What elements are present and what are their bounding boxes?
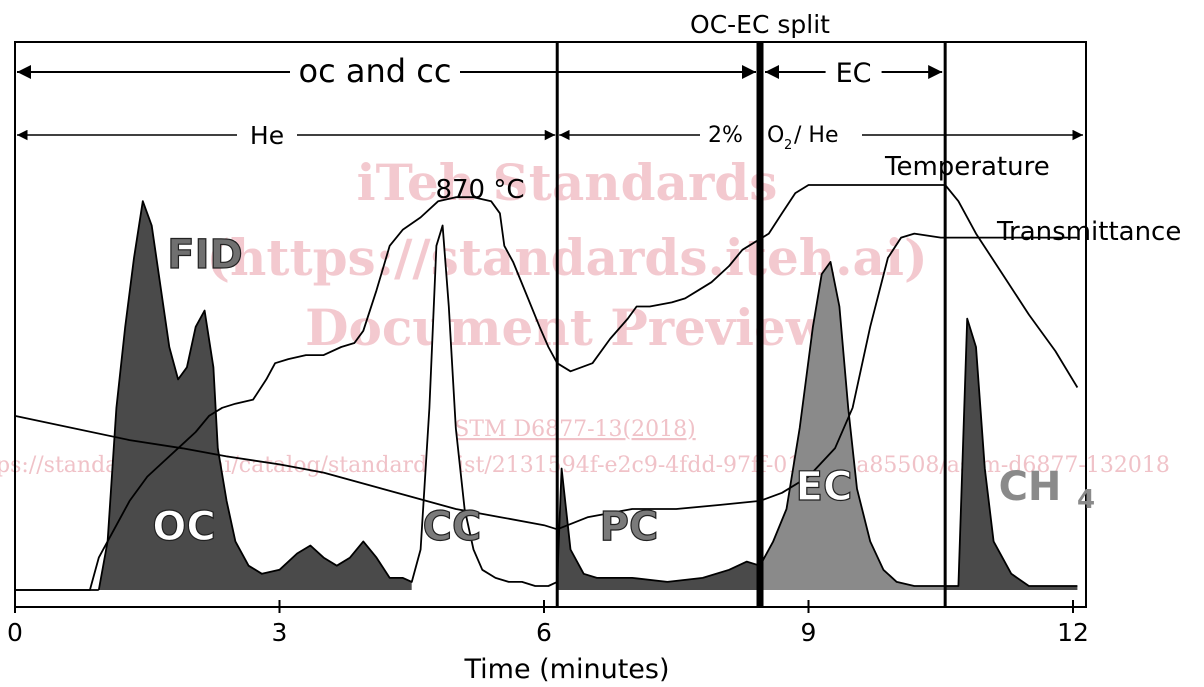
- watermark-line4: ASTM D6877-13(2018): [437, 417, 695, 442]
- carbon-phase-label-ec: EC: [836, 58, 872, 89]
- region-label-ch4-sub: 4: [1077, 485, 1095, 515]
- gas-phase-label-he: He: [250, 121, 284, 150]
- x-tick-label: 6: [536, 618, 552, 647]
- gas-phase-label-o2-sub: 2: [784, 138, 792, 153]
- x-axis-ticks: 0 3 6 9 12: [7, 600, 1089, 647]
- series-line-transmittance: [14, 232, 1078, 531]
- watermark-line3: Document Preview: [305, 298, 831, 357]
- region-label-ch: CH: [999, 464, 1062, 510]
- x-tick-label: 3: [272, 618, 288, 647]
- x-tick-label: 12: [1057, 618, 1089, 647]
- annotation-peak-temp: 870 °C: [435, 175, 524, 205]
- x-axis-label: Time (minutes): [463, 654, 669, 685]
- x-tick-label: 0: [7, 618, 23, 647]
- series-line-temperature: [15, 184, 1079, 591]
- annotation-transmittance: Transmittance: [996, 217, 1181, 247]
- shaded-region-ec: [760, 261, 946, 590]
- phase-boundaries: OC-EC split: [555, 10, 947, 607]
- region-label-pc: PC: [600, 504, 659, 550]
- region-label-oc: OC: [152, 504, 215, 550]
- region-labels: OC CC PC EC CH 4 870 °C Temperature Transmittanc…: [152, 152, 1182, 551]
- annotation-temperature: Temperature: [884, 152, 1050, 182]
- watermark-line2: (https://standards.iteh.ai): [206, 228, 927, 287]
- phase-arrows: oc and cc EC He 2% O 2/ He: [17, 52, 1083, 153]
- annotation-fid: FID: [167, 232, 242, 278]
- series-lines: [14, 184, 1079, 591]
- region-label-ec: EC: [796, 464, 853, 510]
- series-line-fid: [97, 200, 1078, 591]
- shaded-region-oc: [98, 201, 412, 590]
- shaded-region-cc: [411, 225, 558, 590]
- gas-phase-label-o2: O: [767, 123, 784, 148]
- plot-frame: [14, 41, 1087, 608]
- x-tick-label: 9: [801, 618, 817, 647]
- region-label-cc: CC: [423, 504, 482, 550]
- gas-phase-label-percent: 2%: [708, 123, 743, 148]
- phase-boundary-label: OC-EC split: [690, 10, 830, 39]
- carbon-phase-label-ocandcc: oc and cc: [299, 52, 452, 90]
- shaded-region-pc: [557, 468, 760, 590]
- gas-phase-label-he2: / He: [794, 123, 838, 148]
- watermark-line1: iTeh Standards: [357, 153, 778, 212]
